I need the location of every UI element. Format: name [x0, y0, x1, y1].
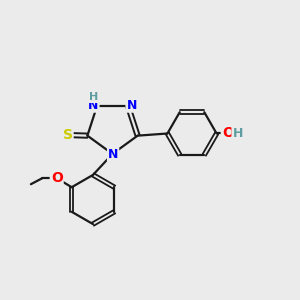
Text: H: H — [89, 92, 98, 102]
Text: N: N — [108, 148, 118, 161]
Text: N: N — [126, 99, 137, 112]
Text: S: S — [63, 128, 73, 142]
Text: H: H — [232, 127, 243, 140]
Text: O: O — [222, 127, 234, 140]
Text: N: N — [88, 99, 99, 112]
Text: O: O — [51, 171, 63, 185]
